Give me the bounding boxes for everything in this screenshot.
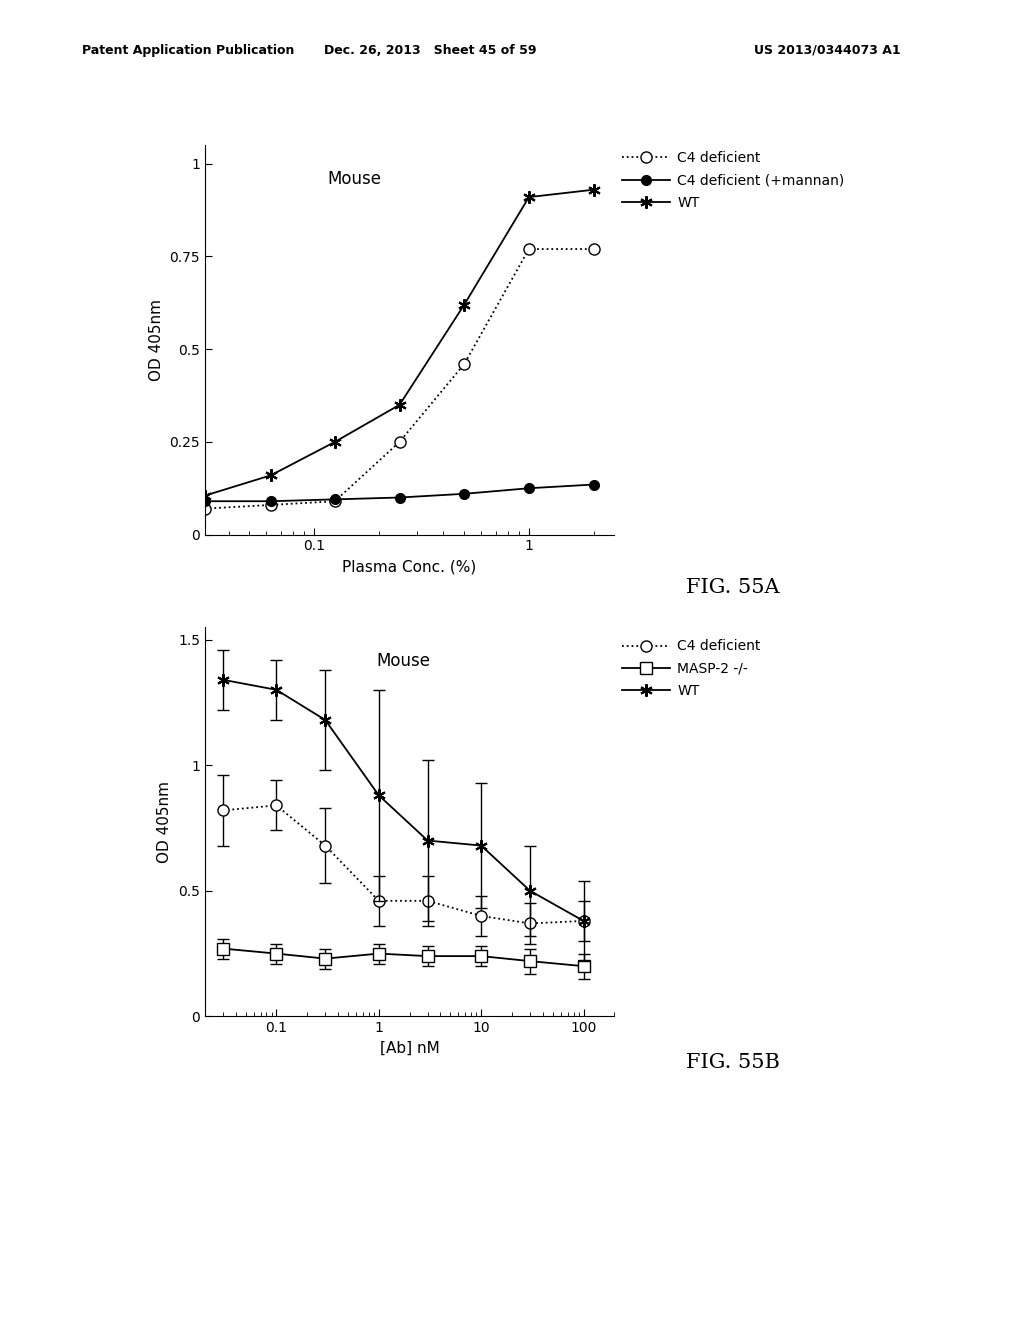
C4 deficient (+mannan) [329, 491, 341, 507]
WT [458, 297, 470, 313]
MASP-2 -/- [475, 948, 487, 964]
Line: MASP-2 -/-: MASP-2 -/- [217, 942, 589, 972]
Legend: C4 deficient, MASP-2 -/-, WT: C4 deficient, MASP-2 -/-, WT [616, 634, 766, 704]
WT [373, 788, 385, 804]
Text: US 2013/0344073 A1: US 2013/0344073 A1 [755, 44, 901, 57]
WT [199, 488, 211, 504]
Line: WT: WT [217, 673, 590, 927]
C4 deficient [265, 498, 278, 513]
C4 deficient [329, 494, 341, 510]
WT [265, 467, 278, 483]
MASP-2 -/- [578, 958, 590, 974]
Text: FIG. 55B: FIG. 55B [686, 1053, 780, 1072]
WT [329, 434, 341, 450]
WT [217, 672, 229, 688]
MASP-2 -/- [319, 950, 332, 966]
WT [578, 913, 590, 929]
C4 deficient (+mannan) [265, 494, 278, 510]
Text: Mouse: Mouse [328, 170, 382, 189]
C4 deficient [523, 242, 536, 257]
C4 deficient [578, 913, 590, 929]
WT [523, 189, 536, 205]
C4 deficient [199, 500, 211, 516]
Text: Dec. 26, 2013   Sheet 45 of 59: Dec. 26, 2013 Sheet 45 of 59 [324, 44, 537, 57]
C4 deficient (+mannan) [588, 477, 600, 492]
MASP-2 -/- [524, 953, 537, 969]
MASP-2 -/- [217, 941, 229, 957]
C4 deficient [270, 797, 283, 813]
C4 deficient [475, 908, 487, 924]
MASP-2 -/- [373, 945, 385, 961]
C4 deficient [422, 892, 434, 908]
WT [475, 838, 487, 854]
X-axis label: Plasma Conc. (%): Plasma Conc. (%) [342, 558, 477, 574]
Text: FIG. 55A: FIG. 55A [686, 578, 779, 597]
MASP-2 -/- [422, 948, 434, 964]
WT [524, 883, 537, 899]
WT [270, 682, 283, 698]
X-axis label: [Ab] nM: [Ab] nM [380, 1040, 439, 1056]
Text: Patent Application Publication: Patent Application Publication [82, 44, 294, 57]
WT [393, 397, 406, 413]
C4 deficient (+mannan) [523, 480, 536, 496]
Y-axis label: OD 405nm: OD 405nm [158, 780, 172, 863]
Line: C4 deficient: C4 deficient [217, 800, 589, 929]
C4 deficient (+mannan) [199, 494, 211, 510]
MASP-2 -/- [270, 945, 283, 961]
WT [319, 711, 332, 727]
C4 deficient [393, 434, 406, 450]
C4 deficient [217, 803, 229, 818]
Text: Mouse: Mouse [377, 652, 431, 671]
WT [422, 833, 434, 849]
C4 deficient [373, 892, 385, 908]
C4 deficient (+mannan) [393, 490, 406, 506]
Line: C4 deficient: C4 deficient [200, 243, 599, 515]
C4 deficient [458, 356, 470, 372]
WT [588, 182, 600, 198]
Line: WT: WT [199, 183, 600, 502]
Line: C4 deficient (+mannan): C4 deficient (+mannan) [200, 479, 598, 506]
Legend: C4 deficient, C4 deficient (+mannan), WT: C4 deficient, C4 deficient (+mannan), WT [616, 145, 850, 215]
C4 deficient [319, 838, 332, 854]
C4 deficient (+mannan) [458, 486, 470, 502]
C4 deficient [588, 242, 600, 257]
Y-axis label: OD 405nm: OD 405nm [148, 298, 164, 381]
C4 deficient [524, 916, 537, 932]
